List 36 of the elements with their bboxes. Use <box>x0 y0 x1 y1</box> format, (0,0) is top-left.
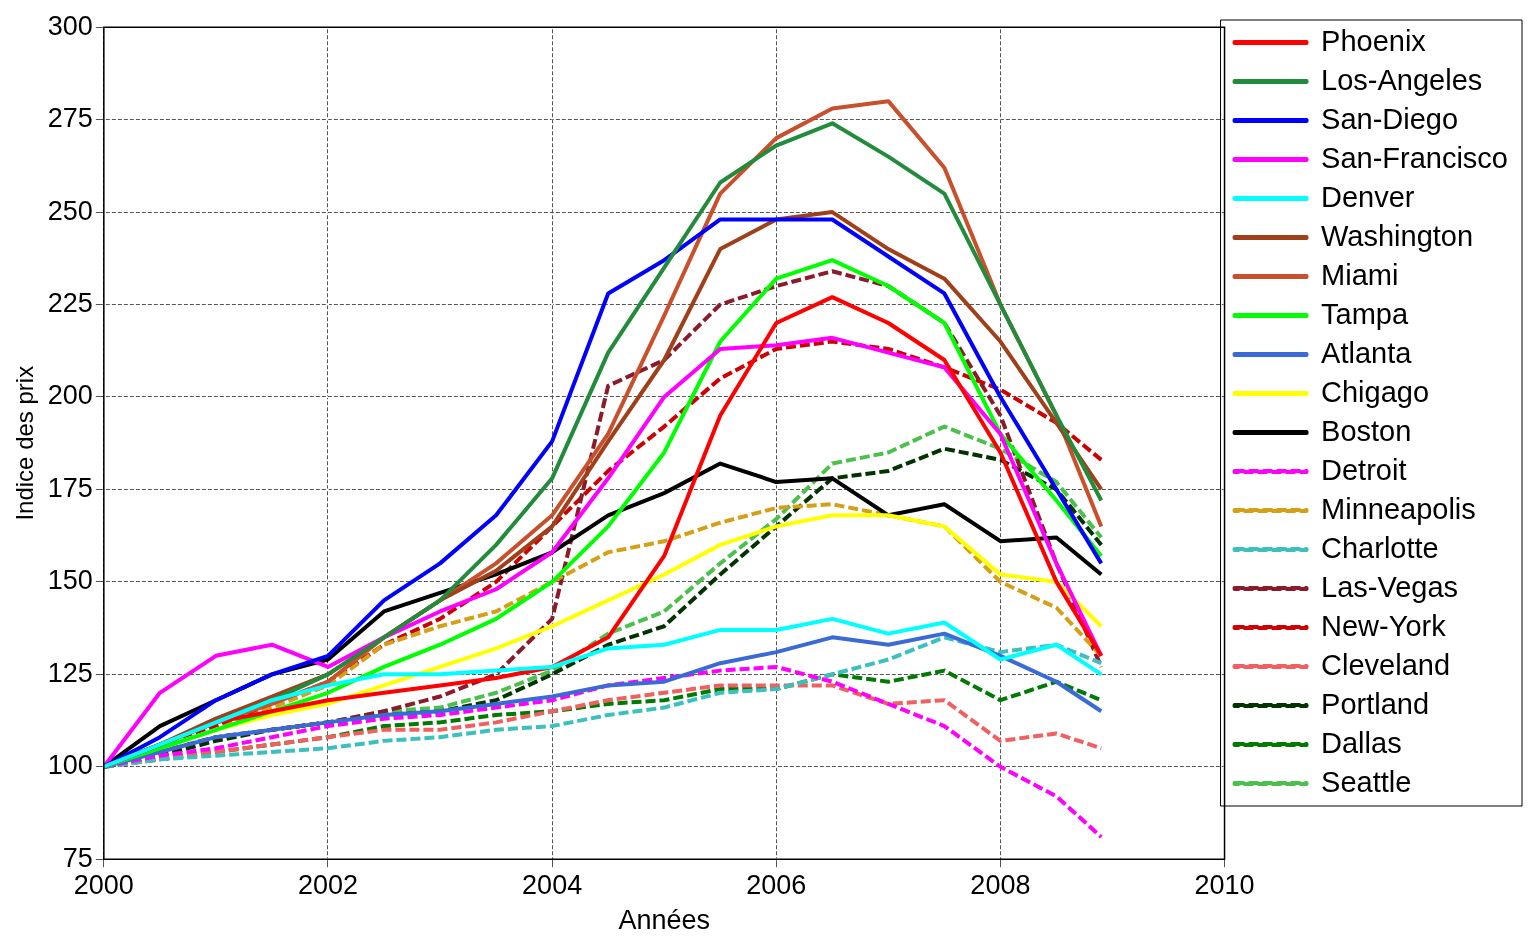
x-tick-label: 2008 <box>970 869 1031 900</box>
legend-label: Seattle <box>1321 765 1412 798</box>
y-tick-label: 100 <box>47 750 93 781</box>
y-tick-label: 200 <box>47 380 93 411</box>
legend-label: Phoenix <box>1321 24 1427 57</box>
legend-label: Tampa <box>1321 297 1409 330</box>
legend-label: Minneapolis <box>1321 492 1476 525</box>
legend-label: Las-Vegas <box>1321 570 1459 603</box>
x-axis-title: Années <box>618 905 710 936</box>
legend-label: Portland <box>1321 687 1430 720</box>
x-tick-label: 2010 <box>1194 869 1255 900</box>
x-tick-label: 2002 <box>297 869 359 900</box>
legend-label: Charlotte <box>1321 531 1439 564</box>
legend-label: Cleveland <box>1321 648 1451 681</box>
y-tick-label: 250 <box>47 195 93 226</box>
x-tick-label: 2006 <box>746 869 807 900</box>
y-axis-title: Indice des prix <box>11 365 39 521</box>
legend-label: Boston <box>1321 414 1412 447</box>
y-tick-label: 125 <box>47 657 93 688</box>
legend-label: Miami <box>1321 258 1399 291</box>
legend-label: Detroit <box>1321 453 1407 486</box>
y-tick-label: 150 <box>47 565 93 596</box>
legend-label: San-Francisco <box>1321 141 1509 174</box>
legend-label: New-York <box>1321 609 1447 642</box>
legend-label: Atlanta <box>1321 336 1413 369</box>
y-tick-label: 300 <box>47 10 93 41</box>
legend-label: Washington <box>1321 219 1474 252</box>
x-tick-label: 2004 <box>522 869 583 900</box>
legend-label: San-Diego <box>1321 102 1459 135</box>
y-tick-label: 175 <box>47 472 93 503</box>
legend-label: Dallas <box>1321 726 1402 759</box>
legend-label: Denver <box>1321 180 1415 213</box>
y-tick-label: 275 <box>47 103 93 134</box>
y-tick-label: 225 <box>47 287 93 318</box>
legend-label: Chigago <box>1321 375 1430 408</box>
legend-label: Los-Angeles <box>1321 63 1483 96</box>
